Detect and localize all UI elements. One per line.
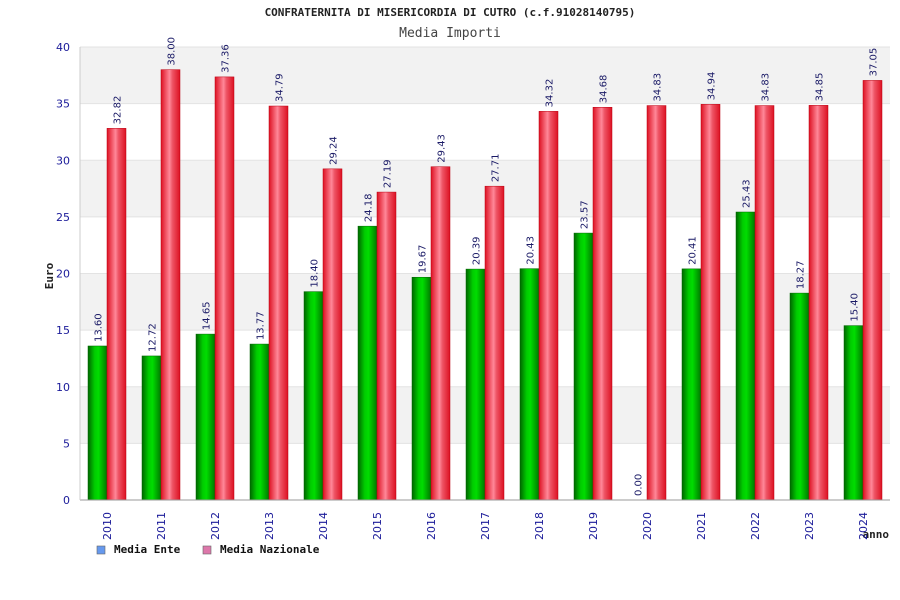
y-tick-label: 30 [56, 154, 70, 167]
x-axis-label: anno [863, 528, 890, 541]
bar-media-nazionale [268, 105, 289, 501]
bar-media-ente [789, 292, 810, 501]
bar-media-nazionale [214, 76, 235, 501]
data-label-media-ente: 14.65 [202, 301, 213, 330]
data-label-media-ente: 19.67 [418, 245, 429, 274]
data-label-media-nazionale: 32.82 [113, 96, 124, 125]
x-tick-label: 2010 [101, 512, 114, 540]
bar-media-ente [303, 291, 324, 501]
x-tick-label: 2011 [155, 512, 168, 540]
data-label-media-ente: 12.72 [148, 323, 159, 352]
bar-media-ente [573, 232, 594, 501]
data-label-media-ente: 20.39 [472, 236, 483, 265]
data-label-media-nazionale: 34.85 [815, 73, 826, 102]
data-label-media-ente: 18.40 [310, 259, 321, 288]
data-label-media-nazionale: 37.05 [869, 48, 880, 77]
chart-subtitle: Media Importi [399, 26, 501, 41]
data-label-media-nazionale: 27.19 [383, 159, 394, 188]
data-label-media-ente: 18.27 [796, 260, 807, 289]
y-tick-label: 40 [56, 41, 70, 54]
data-labels: 13.60 32.82 12.72 38.00 14.65 37.36 13.77 34.79… [94, 37, 880, 496]
data-label-media-ente: 20.43 [526, 236, 537, 265]
data-label-media-nazionale: 38.00 [167, 37, 178, 66]
bar-media-nazionale [484, 185, 505, 501]
data-label-media-ente: 13.60 [94, 313, 105, 342]
data-label-media-nazionale: 27.71 [491, 154, 502, 183]
data-label-media-ente: 20.41 [688, 236, 699, 265]
bar-media-nazionale [160, 69, 181, 501]
bar-media-nazionale [754, 105, 775, 501]
x-tick-label: 2021 [695, 512, 708, 540]
data-label-media-ente: 25.43 [742, 179, 753, 208]
x-tick-label: 2024 [857, 512, 870, 540]
bar-media-nazionale [376, 191, 397, 501]
x-tick-label: 2023 [803, 512, 816, 540]
bar-media-ente [87, 345, 108, 501]
bar-media-ente [195, 333, 216, 501]
x-tick-label: 2022 [749, 512, 762, 540]
y-tick-label: 10 [56, 381, 70, 394]
y-tick-label: 20 [56, 268, 70, 281]
legend-swatch-media-nazionale [202, 545, 212, 555]
bar-media-nazionale [808, 105, 829, 501]
bar-media-nazionale [106, 128, 127, 501]
data-label-media-nazionale: 34.79 [275, 73, 286, 102]
bar-media-ente [249, 343, 270, 501]
y-tick-label: 15 [56, 324, 70, 337]
data-label-media-ente: 15.40 [850, 293, 861, 322]
data-label-media-nazionale: 34.83 [653, 73, 664, 102]
bar-media-nazionale [646, 105, 667, 501]
bar-media-nazionale [592, 106, 613, 501]
legend-swatch-media-ente [96, 545, 106, 555]
x-tick-label: 2020 [641, 512, 654, 540]
bar-media-ente [681, 268, 702, 501]
data-label-media-ente: 24.18 [364, 194, 375, 223]
legend-label-media-ente: Media Ente [114, 543, 181, 556]
data-label-media-ente: 23.57 [580, 200, 591, 229]
x-tick-label: 2016 [425, 512, 438, 540]
y-tick-label: 25 [56, 211, 70, 224]
data-label-media-nazionale: 34.83 [761, 73, 772, 102]
bar-media-nazionale [862, 80, 883, 501]
x-tick-label: 2015 [371, 512, 384, 540]
bar-media-ente [465, 268, 486, 501]
bar-media-ente [843, 325, 864, 501]
y-tick-label: 5 [63, 437, 70, 450]
x-tick-label: 2019 [587, 512, 600, 540]
bar-media-ente [141, 355, 162, 501]
bar-media-ente [411, 276, 432, 501]
legend-label-media-nazionale: Media Nazionale [220, 543, 320, 556]
data-label-media-nazionale: 34.94 [707, 72, 718, 101]
x-tick-label: 2017 [479, 512, 492, 540]
data-label-media-nazionale: 34.68 [599, 75, 610, 104]
bar-media-ente [357, 225, 378, 501]
bars [87, 69, 883, 501]
y-tick-label: 35 [56, 98, 70, 111]
data-label-media-nazionale: 29.43 [437, 134, 448, 163]
x-tick-label: 2013 [263, 512, 276, 540]
bar-media-ente [735, 211, 756, 501]
data-label-media-nazionale: 29.24 [329, 136, 340, 165]
x-tick-label: 2012 [209, 512, 222, 540]
chart-title: CONFRATERNITA DI MISERICORDIA DI CUTRO (… [265, 6, 636, 19]
x-tick-label: 2014 [317, 512, 330, 540]
y-tick-labels: 0 5 10 15 20 25 30 35 40 [56, 41, 70, 507]
data-label-media-nazionale: 37.36 [221, 44, 232, 73]
y-axis-label: Euro [43, 262, 56, 289]
x-tick-label: 2018 [533, 512, 546, 540]
bar-media-nazionale [430, 166, 451, 501]
data-label-media-ente: 13.77 [256, 311, 267, 340]
legend: Media Ente Media Nazionale [96, 543, 320, 556]
data-label-media-ente: 0.00 [634, 474, 645, 496]
bar-media-nazionale [700, 104, 721, 501]
bar-media-nazionale [322, 168, 343, 501]
x-tick-labels: 2010 2011 2012 2013 2014 2015 2016 2017 2018 2019… [101, 512, 870, 540]
bar-media-ente [519, 268, 540, 501]
data-label-media-nazionale: 34.32 [545, 79, 556, 108]
bar-media-nazionale [538, 111, 559, 501]
y-tick-label: 0 [63, 494, 70, 507]
